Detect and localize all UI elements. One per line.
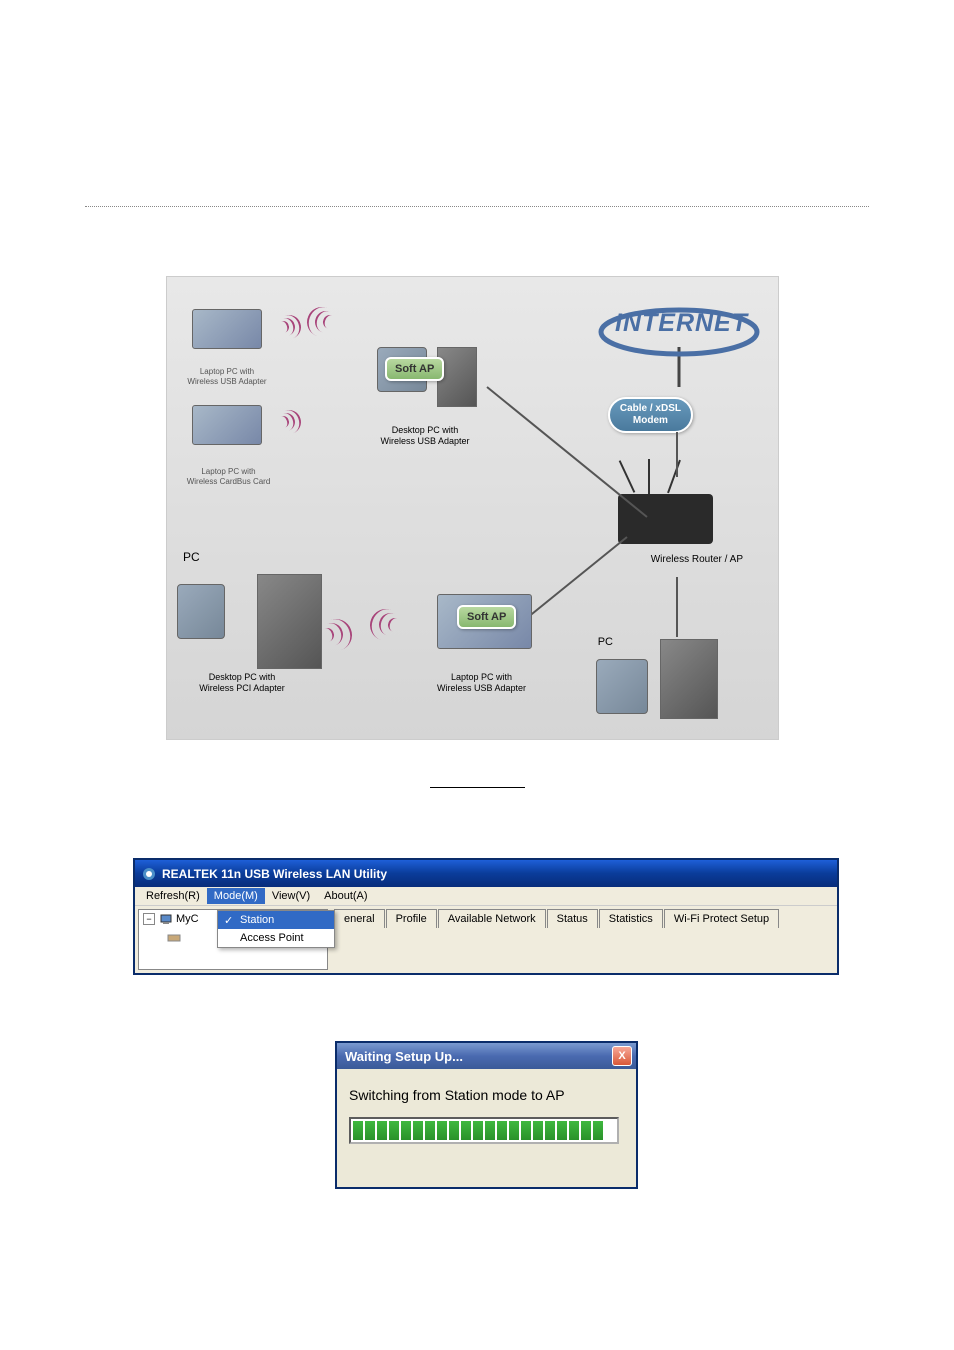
desktop-usb-label: Desktop PC with Wireless USB Adapter [365,425,485,447]
tab-available-network[interactable]: Available Network [438,909,546,928]
pc-label: PC [183,550,200,564]
window-title: REALTEK 11n USB Wireless LAN Utility [162,867,387,881]
dialog-body: Switching from Station mode to AP [337,1069,636,1144]
progress-block [557,1121,567,1140]
laptop-icon [192,309,262,349]
app-icon [141,866,157,882]
menu-mode[interactable]: Mode(M) [207,888,265,904]
progress-block [545,1121,555,1140]
progress-block [593,1121,603,1140]
progress-block [533,1121,543,1140]
progress-block [497,1121,507,1140]
laptop-usb-label: Laptop PC with Wireless USB Adapter [177,367,277,386]
mode-dropdown: Station Access Point [217,910,335,948]
device-tree[interactable]: − MyC Station Access Point [138,909,328,970]
tab-profile[interactable]: Profile [386,909,437,928]
tab-general[interactable]: eneral [334,909,385,928]
progress-block [389,1121,399,1140]
window-titlebar[interactable]: REALTEK 11n USB Wireless LAN Utility [135,858,837,887]
adapter-icon [167,930,183,944]
dialog-titlebar[interactable]: Waiting Setup Up... X [337,1041,636,1069]
tab-row: eneral Profile Available Network Status … [334,909,834,928]
progress-block [353,1121,363,1140]
pc-label: PC [598,636,613,649]
laptop-icon [192,405,262,445]
section-divider [430,787,525,788]
menu-view[interactable]: View(V) [265,888,317,904]
progress-block [461,1121,471,1140]
progress-block [509,1121,519,1140]
tab-statistics[interactable]: Statistics [599,909,663,928]
laptop-usb2-label: Laptop PC with Wireless USB Adapter [419,672,544,694]
progress-block [569,1121,579,1140]
router-label: Wireless Router / AP [651,554,743,566]
progress-block [365,1121,375,1140]
progress-block [437,1121,447,1140]
tab-status[interactable]: Status [547,909,598,928]
modem-badge: Cable / xDSL Modem [608,397,693,433]
tree-item-label: MyC [176,913,199,925]
dialog-title: Waiting Setup Up... [345,1049,463,1064]
progress-block [473,1121,483,1140]
computer-icon [159,912,173,926]
dialog-message: Switching from Station mode to AP [349,1087,624,1103]
page-divider [85,206,869,207]
progress-dialog: Waiting Setup Up... X Switching from Sta… [335,1041,638,1189]
progress-block [485,1121,495,1140]
progress-block [581,1121,591,1140]
internet-label: INTERNET [615,309,748,338]
monitor-icon [177,584,225,639]
desktop-icon [257,574,322,669]
progress-bar [349,1117,619,1144]
progress-block [425,1121,435,1140]
progress-block [413,1121,423,1140]
tree-collapse-icon[interactable]: − [143,913,155,925]
tabs-container: eneral Profile Available Network Status … [331,906,837,973]
menubar: Refresh(R) Mode(M) View(V) About(A) [135,887,837,906]
network-diagram-figure: INTERNET Cable / xDSL Modem Wireless Rou… [166,276,779,740]
tab-wifi-protect[interactable]: Wi-Fi Protect Setup [664,909,779,928]
desktop-icon [660,639,718,719]
realtek-utility-window: REALTEK 11n USB Wireless LAN Utility Ref… [133,858,839,975]
progress-block [449,1121,459,1140]
dropdown-item-station[interactable]: Station [218,911,334,929]
menu-refresh[interactable]: Refresh(R) [139,888,207,904]
dropdown-item-ap[interactable]: Access Point [218,929,334,947]
monitor-icon [596,659,648,714]
softap-badge: Soft AP [457,605,516,629]
progress-block [377,1121,387,1140]
close-button[interactable]: X [612,1046,632,1066]
window-body: − MyC Station Access Point eneral Profil… [135,906,837,973]
router-icon [618,494,713,544]
progress-block [401,1121,411,1140]
menu-about[interactable]: About(A) [317,888,374,904]
progress-block [521,1121,531,1140]
desktop-pci-label: Desktop PC with Wireless PCI Adapter [177,672,307,694]
laptop-cardbus-label: Laptop PC with Wireless CardBus Card [171,467,286,486]
softap-badge: Soft AP [385,357,444,381]
